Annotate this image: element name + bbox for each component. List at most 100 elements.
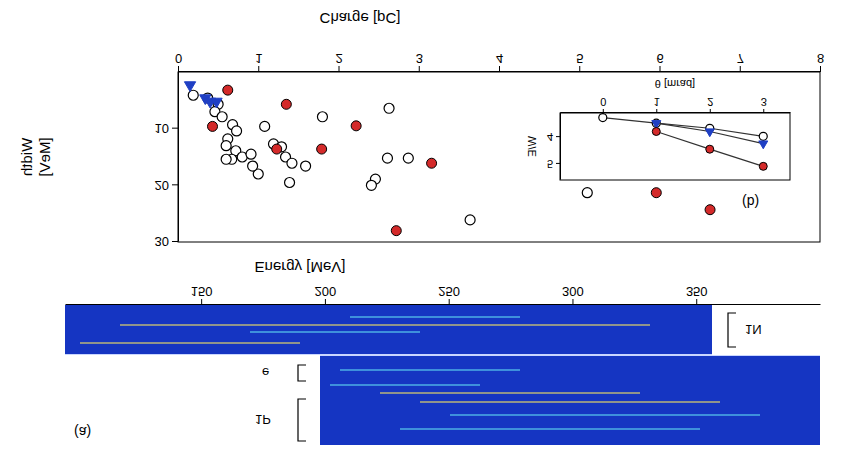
energy-x-axis-line	[66, 304, 821, 305]
charge-x-tick-label: 0	[175, 51, 182, 66]
width-y-tick-mark	[172, 241, 178, 242]
label-box	[65, 355, 320, 445]
charge-x-tick-mark	[419, 66, 420, 72]
width-y-tick-mark	[172, 184, 178, 185]
energy-x-tick-mark	[201, 299, 202, 305]
data-point	[582, 188, 592, 198]
charge-x-tick-label: 6	[656, 51, 663, 66]
data-point	[705, 205, 715, 215]
charge-x-tick-mark	[579, 66, 580, 72]
spectrum-streak	[450, 414, 760, 416]
width-y-tick: 30	[155, 234, 178, 249]
bracket	[728, 313, 736, 347]
inset-point	[759, 141, 768, 149]
data-point	[427, 158, 437, 168]
inset-y-axis: 45	[547, 113, 561, 180]
plot-frame	[178, 72, 820, 242]
charge-x-tick: 8	[817, 51, 824, 72]
inset-point	[652, 127, 660, 135]
panel-letter: (a)	[74, 424, 91, 440]
spectrum-streak	[250, 331, 420, 333]
inset-point	[705, 129, 714, 137]
panel-b: 012345678102030Charge [pC]Width[MeV](b)	[18, 10, 824, 249]
inset-x-tick-label: 2	[707, 96, 713, 108]
inset-x-tick: 3	[761, 96, 767, 113]
annotation: 1P	[255, 412, 271, 427]
energy-x-tick-label: 300	[562, 284, 584, 299]
width-y-tick: 20	[155, 178, 178, 193]
spectrum-streak	[330, 384, 480, 386]
inset-x-title: θ [mrad]	[655, 78, 695, 90]
inset-x-axis: 0 1 2 3	[561, 96, 791, 113]
charge-x-tick: 3	[416, 51, 423, 72]
inset-y-tick: 5	[547, 158, 560, 170]
charge-x-tick: 7	[737, 51, 744, 72]
figure: 150200250300350Energy [MeV](a)1Ne1P01234…	[0, 0, 846, 465]
energy-x-axis: 150200250300350	[66, 284, 821, 305]
data-point	[211, 98, 222, 108]
data-point	[248, 161, 258, 171]
y-axis-title: Width[MeV]	[18, 137, 53, 176]
charge-x-tick-mark	[258, 66, 259, 72]
charge-x-tick-label: 8	[817, 51, 824, 66]
inset-x-tick-label: 0	[600, 96, 606, 108]
charge-x-tick-label: 1	[255, 51, 262, 66]
charge-x-tick-mark	[499, 66, 500, 72]
data-point	[246, 149, 256, 159]
annotation: 1N	[745, 322, 762, 337]
inset-y-tick-mark	[556, 163, 560, 164]
charge-x-tick-label: 5	[576, 51, 583, 66]
inset-point	[706, 145, 714, 153]
data-point	[391, 226, 401, 236]
width-y-tick: 10	[155, 121, 178, 136]
bracket	[298, 399, 306, 441]
energy-x-tick-mark	[325, 299, 326, 305]
data-point	[221, 154, 231, 164]
charge-x-axis: 0 1 2 3 4 5 6 7 8	[175, 51, 824, 72]
width-y-tick-label: 10	[155, 121, 169, 136]
data-point	[317, 112, 327, 122]
charge-x-tick: 0	[175, 51, 182, 72]
charge-x-tick-mark	[178, 66, 179, 72]
inset-frame	[560, 113, 790, 180]
panel-a: 150200250300350Energy [MeV](a)1Ne1P	[65, 259, 821, 445]
data-point	[287, 158, 297, 168]
data-point	[317, 144, 327, 154]
energy-x-tick-label: 200	[315, 284, 337, 299]
energy-x-tick: 200	[315, 284, 337, 305]
inset-y-tick-label: 5	[547, 158, 553, 170]
data-point	[384, 103, 394, 113]
charge-x-tick: 1	[255, 51, 262, 72]
spectrum-streak	[400, 428, 700, 430]
charge-x-tick-label: 4	[496, 51, 503, 66]
width-y-tick-mark	[172, 128, 178, 129]
inset-x-tick: 0	[600, 96, 606, 113]
bracket	[298, 365, 306, 381]
inset-y-axis-line	[560, 113, 561, 180]
inset-x-tick-mark	[603, 109, 604, 113]
energy-x-tick: 250	[438, 284, 460, 305]
inset-x-tick-mark	[656, 109, 657, 113]
x-axis-title: Charge [pC]	[320, 10, 401, 27]
data-point	[285, 178, 295, 188]
data-point	[382, 153, 392, 163]
charge-x-tick-label: 7	[737, 51, 744, 66]
charge-x-tick: 6	[656, 51, 663, 72]
charge-x-tick: 4	[496, 51, 503, 72]
charge-x-tick-mark	[820, 66, 821, 72]
inset-x-tick-mark	[763, 109, 764, 113]
charge-x-tick-label: 2	[335, 51, 342, 66]
inset-point	[759, 132, 767, 140]
data-point	[232, 126, 242, 136]
data-point	[403, 153, 413, 163]
inset-y-tick-label: 4	[547, 131, 553, 143]
spectrum-streak	[80, 342, 300, 344]
figure-root: 150200250300350Energy [MeV](a)1Ne1P01234…	[18, 10, 824, 445]
charge-x-tick-mark	[740, 66, 741, 72]
energy-x-tick: 350	[686, 284, 708, 305]
width-y-tick-label: 30	[155, 234, 169, 249]
inset-point	[599, 114, 607, 122]
panel-letter: (b)	[742, 194, 759, 210]
inset-x-tick-label: 1	[654, 96, 660, 108]
width-y-tick-label: 20	[155, 178, 169, 193]
